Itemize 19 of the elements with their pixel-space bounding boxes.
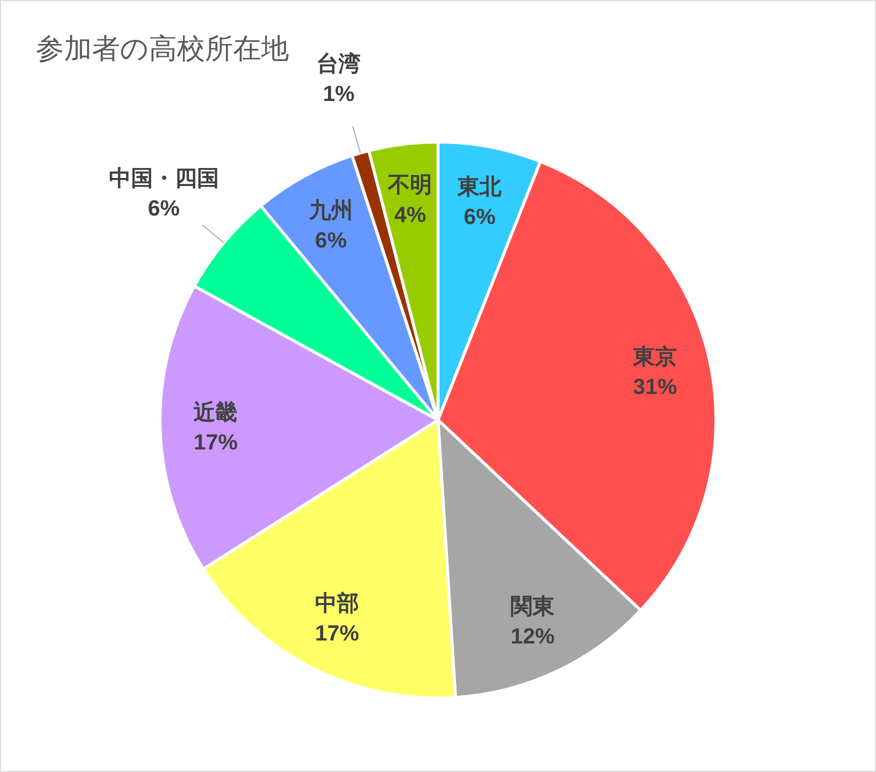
slice-label: 関東 [510,594,555,619]
slice-label: 中部 [315,590,360,616]
data-label: 6% [148,196,180,221]
data-label: 6% [464,204,496,230]
slice-label: 不明 [387,172,432,197]
data-label: 4% [394,202,426,227]
data-label: 12% [510,624,555,649]
slice-label: 東京 [632,344,678,369]
slice-label: 中国・四国 [108,166,219,191]
data-label: 6% [314,228,347,253]
data-label: 31% [633,374,678,399]
slice-label: 東北 [456,174,503,200]
data-label: 1% [322,80,355,106]
slice-label: 近畿 [192,399,238,424]
data-label: 17% [194,429,238,454]
chart-title: 参加者の高校所在地 [36,33,289,64]
data-label: 17% [315,620,360,646]
slice-label: 九州 [308,198,353,223]
slice-label: 台湾 [316,50,361,76]
